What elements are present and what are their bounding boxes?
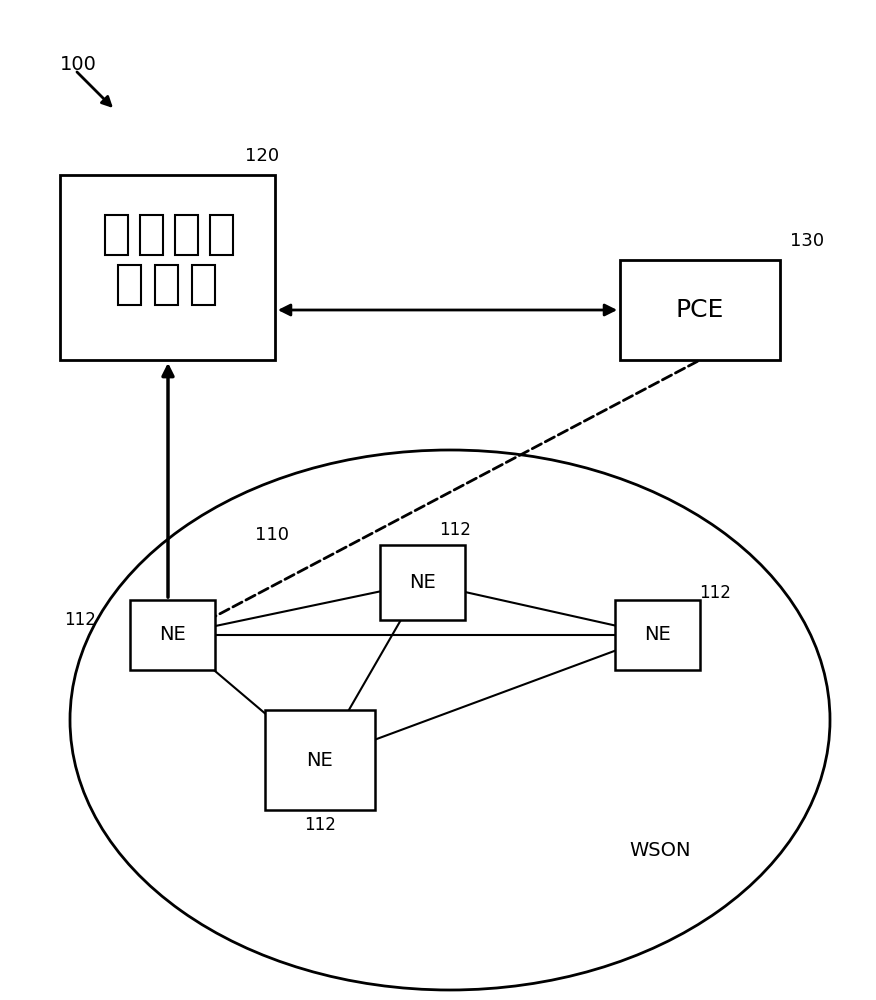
Bar (192, 265, 215, 305)
Text: 100: 100 (60, 55, 97, 74)
Text: 112: 112 (304, 816, 336, 834)
Bar (118, 265, 141, 305)
Text: 112: 112 (699, 584, 731, 602)
Text: 110: 110 (255, 526, 289, 544)
Bar (140, 215, 163, 255)
Bar (155, 265, 178, 305)
Bar (615, 600, 700, 670)
Text: NE: NE (159, 626, 186, 645)
Text: 112: 112 (439, 521, 471, 539)
Bar (175, 215, 198, 255)
Bar (130, 600, 215, 670)
Text: 120: 120 (245, 147, 279, 165)
Bar (380, 545, 465, 620)
Text: NE: NE (644, 626, 671, 645)
Bar (265, 710, 375, 810)
Text: PCE: PCE (675, 298, 724, 322)
Text: NE: NE (307, 750, 334, 770)
Bar (60, 175, 275, 360)
Text: NE: NE (409, 573, 436, 592)
Bar (105, 215, 128, 255)
Ellipse shape (70, 450, 830, 990)
Text: WSON: WSON (629, 840, 691, 859)
Bar (210, 215, 233, 255)
Text: 130: 130 (790, 232, 824, 250)
Bar (620, 260, 780, 360)
Text: 112: 112 (64, 611, 96, 629)
